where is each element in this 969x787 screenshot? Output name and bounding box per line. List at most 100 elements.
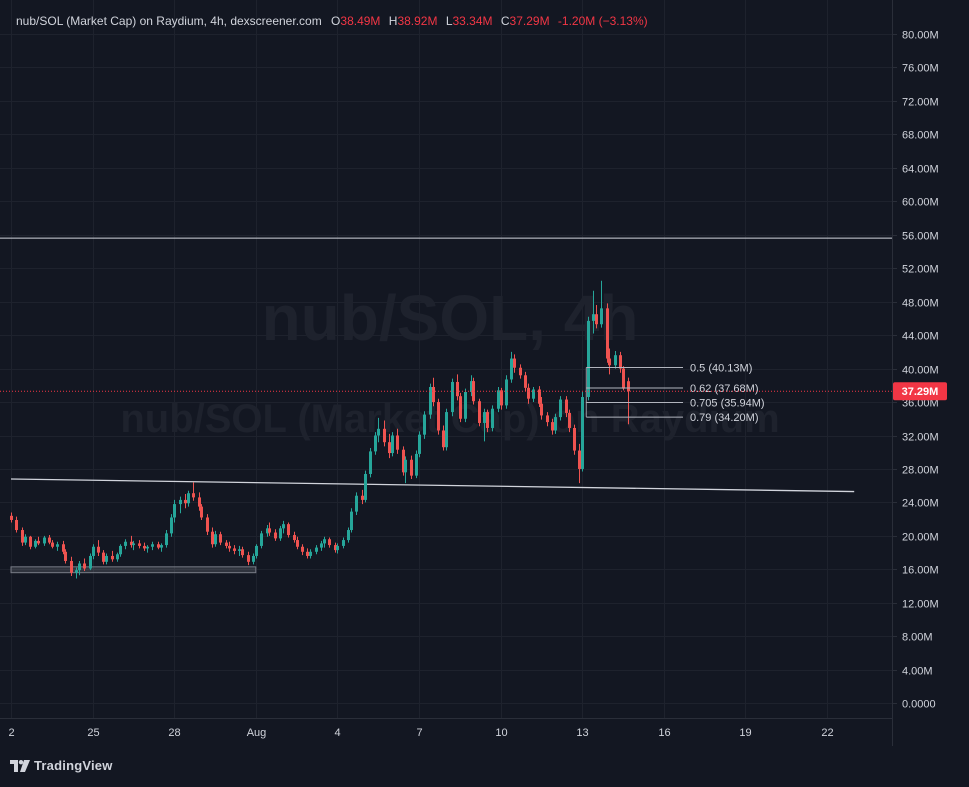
candle-body[interactable] bbox=[342, 540, 345, 546]
candle-body[interactable] bbox=[211, 531, 214, 545]
candle-body[interactable] bbox=[132, 543, 135, 546]
candle-body[interactable] bbox=[606, 308, 609, 359]
support-zone-box[interactable] bbox=[10, 566, 257, 574]
candle-body[interactable] bbox=[97, 546, 100, 553]
candle-body[interactable] bbox=[595, 314, 598, 325]
candle-body[interactable] bbox=[334, 545, 337, 551]
candle-body[interactable] bbox=[491, 408, 494, 428]
candle-body[interactable] bbox=[83, 563, 86, 569]
candle-body[interactable] bbox=[29, 536, 32, 547]
candle-body[interactable] bbox=[15, 519, 18, 531]
candle-body[interactable] bbox=[573, 427, 576, 451]
candle-body[interactable] bbox=[301, 546, 304, 552]
candle-body[interactable] bbox=[524, 375, 527, 388]
candle-body[interactable] bbox=[540, 403, 543, 416]
candle-body[interactable] bbox=[219, 534, 222, 543]
candle-body[interactable] bbox=[622, 368, 625, 389]
candle-body[interactable] bbox=[437, 402, 440, 431]
candle-body[interactable] bbox=[192, 493, 195, 498]
candle-body[interactable] bbox=[228, 545, 231, 549]
candle-body[interactable] bbox=[532, 389, 535, 399]
candle-body[interactable] bbox=[179, 499, 182, 505]
support-trendline[interactable] bbox=[10, 478, 855, 493]
candle-body[interactable] bbox=[130, 541, 133, 546]
candle-body[interactable] bbox=[396, 435, 399, 450]
candle-body[interactable] bbox=[451, 381, 454, 413]
candle-body[interactable] bbox=[43, 537, 46, 544]
candle-body[interactable] bbox=[627, 381, 630, 392]
candle-body[interactable] bbox=[92, 546, 95, 556]
candle-body[interactable] bbox=[315, 547, 318, 552]
candle-body[interactable] bbox=[355, 495, 358, 512]
candle-body[interactable] bbox=[546, 415, 549, 423]
symbol-legend[interactable]: nub/SOL (Market Cap) on Raydium, 4h, dex… bbox=[16, 14, 653, 28]
candle-body[interactable] bbox=[233, 548, 236, 551]
candle-body[interactable] bbox=[361, 495, 364, 500]
candle-body[interactable] bbox=[320, 543, 323, 548]
candle-body[interactable] bbox=[78, 563, 81, 571]
candle-body[interactable] bbox=[350, 511, 353, 531]
candle-body[interactable] bbox=[404, 459, 407, 473]
candle-body[interactable] bbox=[614, 355, 617, 366]
symbol-title[interactable]: nub/SOL (Market Cap) on Raydium, 4h, dex… bbox=[16, 14, 322, 28]
candle-body[interactable] bbox=[105, 555, 108, 562]
candle-body[interactable] bbox=[527, 387, 530, 399]
candle-body[interactable] bbox=[442, 430, 445, 448]
price-axis[interactable]: 80.00M 76.00M 72.00M 68.00M 64.00M 60.00M 56.0… bbox=[892, 30, 939, 711]
candle-body[interactable] bbox=[510, 358, 513, 380]
candle-body[interactable] bbox=[336, 545, 339, 551]
candle-body[interactable] bbox=[538, 389, 541, 404]
candle-body[interactable] bbox=[432, 386, 435, 403]
candle-body[interactable] bbox=[274, 532, 277, 539]
candle-body[interactable] bbox=[364, 473, 367, 500]
candle-body[interactable] bbox=[296, 540, 299, 547]
candle-body[interactable] bbox=[282, 524, 285, 529]
candle-body[interactable] bbox=[578, 450, 581, 469]
candle-body[interactable] bbox=[24, 536, 27, 543]
candle-body[interactable] bbox=[328, 539, 331, 546]
candle-body[interactable] bbox=[478, 401, 481, 423]
candle-body[interactable] bbox=[255, 545, 258, 556]
candle-body[interactable] bbox=[483, 412, 486, 423]
candle-body[interactable] bbox=[124, 541, 127, 546]
candle-body[interactable] bbox=[402, 449, 405, 473]
candle-body[interactable] bbox=[456, 381, 459, 397]
candle-body[interactable] bbox=[445, 412, 448, 448]
candle-body[interactable] bbox=[34, 540, 37, 547]
candle-body[interactable] bbox=[146, 546, 149, 549]
candle-body[interactable] bbox=[266, 528, 269, 534]
candle-body[interactable] bbox=[377, 428, 380, 436]
candle-body[interactable] bbox=[309, 551, 312, 556]
candle-body[interactable] bbox=[486, 412, 489, 428]
candle-body[interactable] bbox=[241, 549, 244, 556]
candle-body[interactable] bbox=[388, 442, 391, 454]
candle-body[interactable] bbox=[51, 542, 54, 547]
candle-body[interactable] bbox=[56, 544, 59, 547]
candle-body[interactable] bbox=[565, 399, 568, 413]
candle-body[interactable] bbox=[247, 555, 250, 562]
candle-body[interactable] bbox=[116, 554, 119, 560]
candle-body[interactable] bbox=[200, 506, 203, 518]
candle-body[interactable] bbox=[293, 535, 296, 541]
candle-body[interactable] bbox=[151, 544, 154, 547]
candle-body[interactable] bbox=[187, 493, 190, 504]
candle-body[interactable] bbox=[505, 379, 508, 406]
candle-body[interactable] bbox=[62, 544, 65, 552]
candle-body[interactable] bbox=[64, 551, 67, 561]
candle-body[interactable] bbox=[472, 381, 475, 402]
candle-body[interactable] bbox=[157, 544, 160, 548]
candle-body[interactable] bbox=[268, 528, 271, 533]
candle-body[interactable] bbox=[554, 417, 557, 431]
candle-body[interactable] bbox=[102, 552, 105, 562]
drawings[interactable] bbox=[0, 237, 892, 574]
candle-body[interactable] bbox=[170, 517, 173, 534]
candle-body[interactable] bbox=[323, 539, 326, 544]
candle-body[interactable] bbox=[418, 434, 421, 454]
candle-body[interactable] bbox=[48, 537, 51, 543]
candle-body[interactable] bbox=[165, 533, 168, 546]
candle-body[interactable] bbox=[581, 397, 584, 469]
fib-retracement[interactable]: 0.5 (40.13M) 0.62 (37.68M) 0.705 (35.94M) 0… bbox=[585, 362, 765, 424]
time-axis[interactable]: 2 25 28 Aug 4 7 10 13 16 19 22 bbox=[8, 727, 833, 739]
candle-body[interactable] bbox=[70, 560, 73, 573]
